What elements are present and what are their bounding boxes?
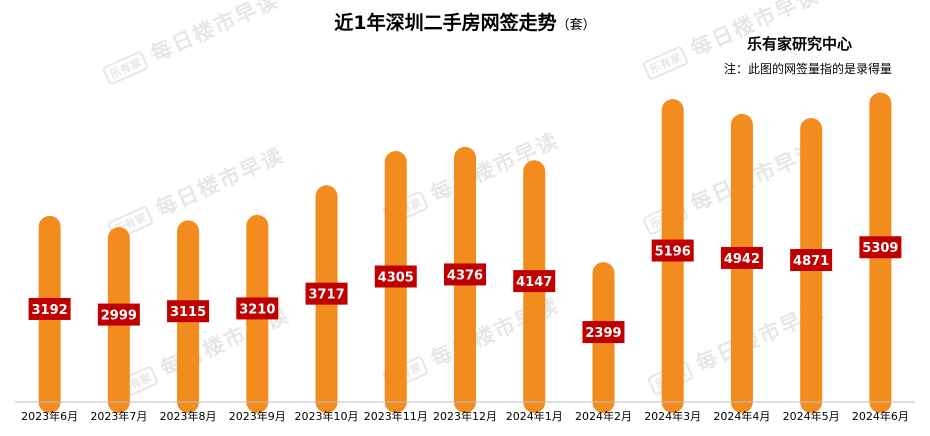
source-name: 乐有家研究中心 <box>746 35 852 53</box>
data-label: 5196 <box>655 245 691 260</box>
bar-group: 3210 2023年9月 <box>229 214 286 423</box>
x-tick-label: 2024年5月 <box>783 409 840 423</box>
data-label-box <box>236 297 279 320</box>
x-tick-label: 2024年4月 <box>713 409 770 423</box>
x-tick-label: 2023年6月 <box>21 409 78 423</box>
data-label: 2999 <box>101 309 137 324</box>
bar-group: 3115 2023年8月 <box>160 220 217 423</box>
data-label: 3115 <box>170 305 206 320</box>
bar-group: 4305 2023年11月 <box>364 151 428 423</box>
data-label-box <box>374 265 417 288</box>
x-tick-label: 2023年11月 <box>364 409 428 423</box>
data-label-box <box>305 282 348 305</box>
data-label: 3717 <box>308 288 344 303</box>
data-label-box <box>582 321 625 344</box>
data-label-box <box>859 236 902 259</box>
x-tick-label: 2024年2月 <box>575 409 632 423</box>
bar-group: 2399 2024年2月 <box>575 262 632 423</box>
data-label: 4871 <box>793 254 829 269</box>
bar-group: 5309 2024年6月 <box>852 92 909 423</box>
data-label: 4376 <box>447 268 483 283</box>
x-tick-label: 2023年12月 <box>433 409 497 423</box>
data-label: 4305 <box>378 271 414 286</box>
chart-title-text: 近1年深圳二手房网签走势 <box>334 12 557 34</box>
bar-group: 4942 2024年4月 <box>713 113 770 423</box>
x-tick-label: 2024年1月 <box>506 409 563 423</box>
bar-group: 4147 2024年1月 <box>506 160 563 423</box>
data-label-box <box>720 246 763 269</box>
x-tick-label: 2023年9月 <box>229 409 286 423</box>
x-tick-label: 2023年8月 <box>160 409 217 423</box>
bar-group: 3192 2023年6月 <box>21 215 78 423</box>
data-label-box <box>790 249 833 272</box>
x-tick-label: 2024年6月 <box>852 409 909 423</box>
chart-title: 近1年深圳二手房网签走势（套） <box>0 8 930 35</box>
x-tick-label: 2024年3月 <box>644 409 701 423</box>
bar-group: 2999 2023年7月 <box>90 227 147 423</box>
data-label: 2399 <box>585 326 621 341</box>
data-label-box <box>167 300 210 323</box>
data-label-box <box>444 263 486 286</box>
data-label: 5309 <box>862 241 898 256</box>
data-label-box <box>97 303 140 326</box>
data-label-box <box>28 297 71 320</box>
bar-group: 4376 2023年12月 <box>433 146 497 423</box>
x-tick-label: 2023年7月 <box>90 409 147 423</box>
x-tick-label: 2023年10月 <box>295 409 359 423</box>
source-note: 注：此图的网签量指的是录得量 <box>723 62 892 76</box>
data-label: 4147 <box>516 275 552 290</box>
data-label-box <box>513 270 556 293</box>
data-label: 4942 <box>724 252 760 267</box>
data-label: 3210 <box>239 302 275 317</box>
data-label: 3192 <box>32 303 68 318</box>
data-label-box <box>651 239 694 262</box>
chart-title-unit: （套） <box>556 18 596 33</box>
bar-group: 5196 2024年3月 <box>644 99 701 423</box>
bar-group: 3717 2023年10月 <box>295 185 359 423</box>
bar-group: 4871 2024年5月 <box>783 118 840 423</box>
